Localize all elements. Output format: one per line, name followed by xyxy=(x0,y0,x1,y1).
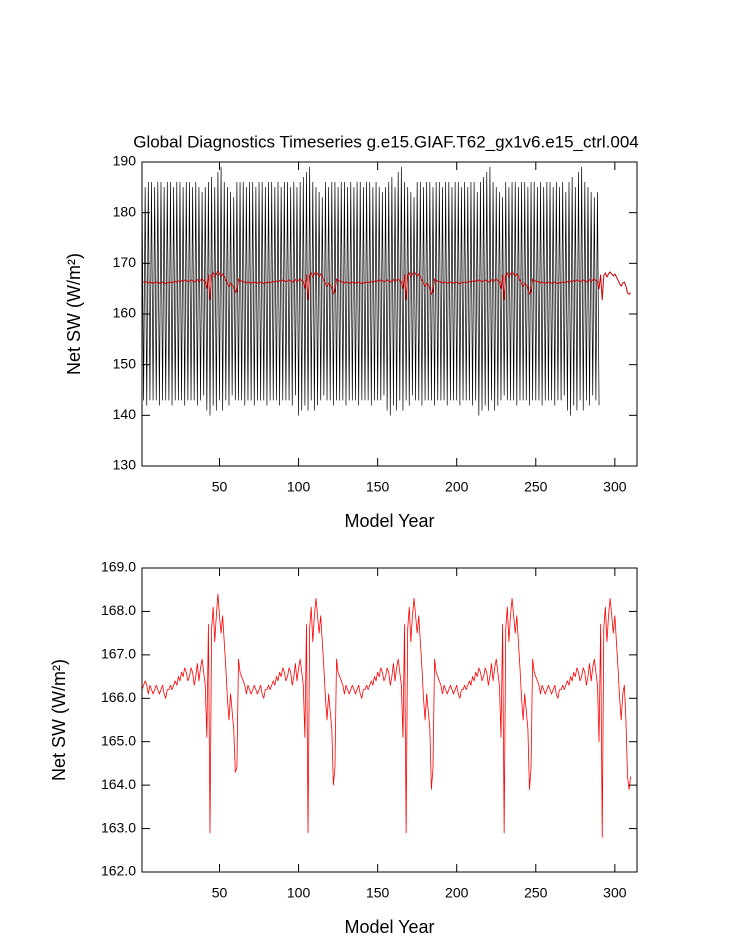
y-tick-label: 160 xyxy=(113,305,137,321)
y-axis-label: Net SW (W/m²) xyxy=(49,659,69,781)
y-tick-label: 180 xyxy=(113,203,137,219)
x-tick-label: 150 xyxy=(366,885,390,901)
x-tick-label: 300 xyxy=(603,885,627,901)
x-tick-label: 250 xyxy=(524,479,548,495)
x-tick-label: 50 xyxy=(212,885,228,901)
y-tick-label: 167.0 xyxy=(101,646,136,662)
x-tick-label: 200 xyxy=(445,885,469,901)
y-tick-label: 164.0 xyxy=(101,776,136,792)
x-tick-label: 50 xyxy=(212,479,228,495)
x-tick-label: 100 xyxy=(287,479,311,495)
y-tick-label: 169.0 xyxy=(101,559,136,575)
y-tick-label: 140 xyxy=(113,406,137,422)
y-tick-label: 166.0 xyxy=(101,689,136,705)
y-tick-label: 163.0 xyxy=(101,819,136,835)
y-tick-label: 168.0 xyxy=(101,602,136,618)
x-tick-label: 150 xyxy=(366,479,390,495)
x-tick-label: 300 xyxy=(603,479,627,495)
plot-frame xyxy=(141,567,638,873)
data-line xyxy=(141,270,632,301)
y-tick-label: 190 xyxy=(113,153,137,169)
y-tick-label: 130 xyxy=(113,457,137,473)
x-tick-label: 200 xyxy=(445,479,469,495)
y-axis-label: Net SW (W/m²) xyxy=(64,253,84,375)
data-line xyxy=(141,593,632,838)
x-axis-label: Model Year xyxy=(344,917,434,937)
data-line xyxy=(141,166,600,416)
y-tick-label: 150 xyxy=(113,355,137,371)
y-tick-label: 165.0 xyxy=(101,732,136,748)
x-tick-label: 100 xyxy=(287,885,311,901)
y-tick-label: 170 xyxy=(113,254,137,270)
x-tick-label: 250 xyxy=(524,885,548,901)
y-tick-label: 162.0 xyxy=(101,863,136,879)
chart-title: Global Diagnostics Timeseries g.e15.GIAF… xyxy=(133,132,639,151)
x-axis-label: Model Year xyxy=(344,511,434,531)
